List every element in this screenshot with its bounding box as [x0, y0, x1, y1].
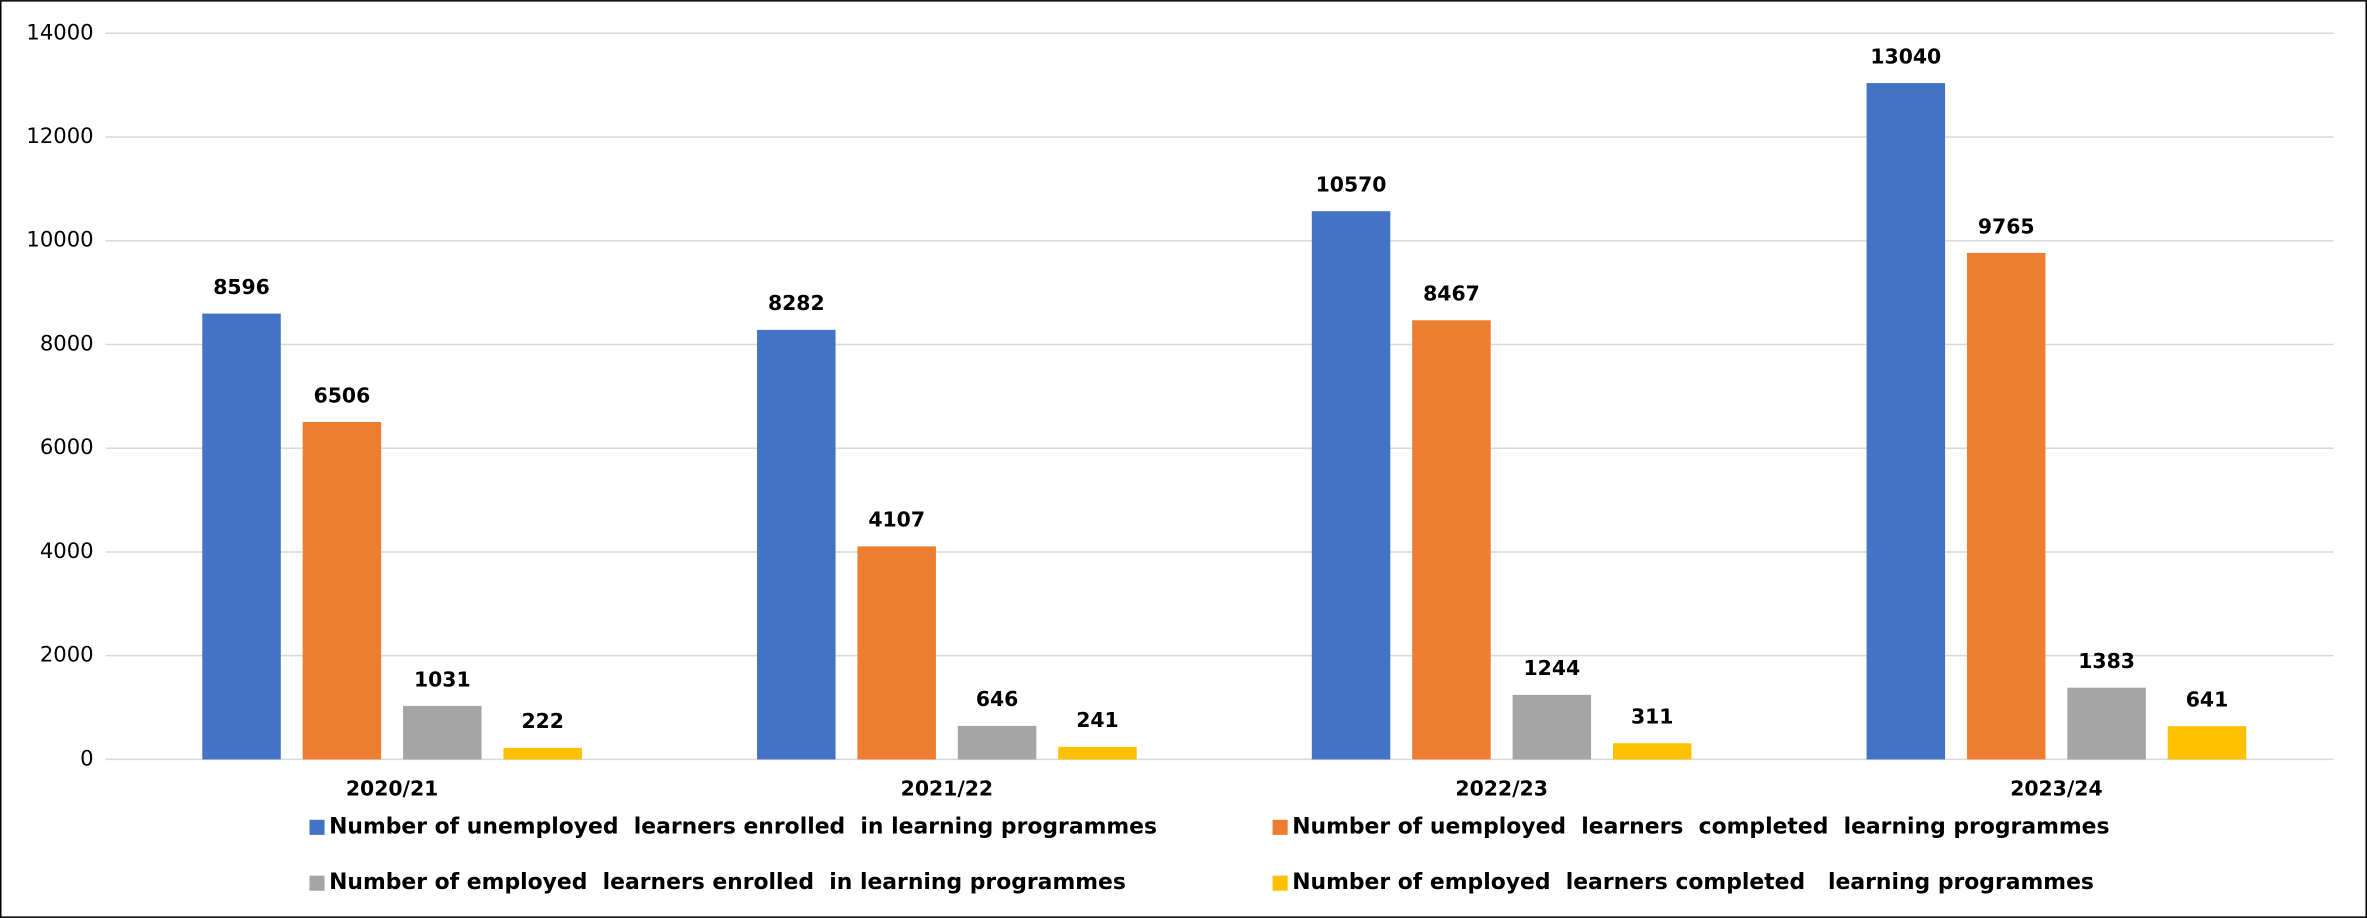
bar — [1866, 83, 1946, 760]
value-label: 6506 — [314, 383, 371, 407]
x-tick-label: 2022/23 — [1455, 777, 1547, 801]
bar — [2067, 687, 2146, 760]
value-label: 8467 — [1423, 282, 1480, 306]
value-label: 13040 — [1870, 44, 1941, 68]
bar — [403, 705, 482, 760]
legend-label: Number of employed learners completed le… — [1292, 870, 2094, 895]
x-tick-label: 2023/24 — [2010, 777, 2102, 801]
value-label: 311 — [1631, 705, 1674, 729]
value-label: 8282 — [768, 291, 825, 315]
value-label: 1244 — [1523, 656, 1580, 680]
value-label: 641 — [2186, 687, 2229, 711]
value-label: 241 — [1076, 708, 1119, 732]
legend-swatch — [1272, 819, 1288, 835]
legend-swatch — [309, 875, 325, 891]
bar — [302, 421, 382, 760]
bar — [1311, 211, 1391, 760]
bar — [2167, 726, 2247, 760]
bar — [957, 725, 1037, 760]
y-tick-label: 8000 — [40, 330, 94, 355]
bar — [503, 747, 582, 760]
bar — [1058, 746, 1137, 760]
value-label: 10570 — [1316, 173, 1387, 197]
y-tick-label: 14000 — [26, 19, 93, 44]
value-label: 9765 — [1978, 214, 2035, 238]
y-tick-label: 6000 — [40, 434, 94, 459]
legend-swatch — [1272, 875, 1288, 891]
bar — [857, 546, 936, 760]
bar — [1966, 252, 2046, 760]
x-tick-label: 2021/22 — [901, 777, 993, 801]
legend-label: Number of unemployed learners enrolled i… — [329, 814, 1157, 839]
value-label: 646 — [976, 687, 1019, 711]
value-label: 1031 — [414, 667, 471, 691]
legend-label: Number of uemployed learners completed l… — [1292, 814, 2109, 839]
value-label: 222 — [521, 709, 564, 733]
legend-label: Number of employed learners enrolled in … — [329, 870, 1126, 895]
y-tick-label: 4000 — [40, 538, 94, 563]
y-tick-label: 10000 — [26, 227, 93, 252]
y-tick-label: 12000 — [26, 123, 93, 148]
legend-swatch — [309, 819, 325, 835]
bar — [1512, 694, 1592, 760]
y-tick-label: 0 — [80, 745, 93, 770]
value-label: 4107 — [868, 508, 925, 532]
bar — [202, 313, 281, 760]
value-label: 8596 — [213, 275, 270, 299]
bar — [1412, 320, 1491, 760]
y-tick-label: 2000 — [40, 642, 94, 667]
bar — [1612, 743, 1692, 760]
x-tick-label: 2020/21 — [346, 777, 438, 801]
value-label: 1383 — [2078, 649, 2135, 673]
bar — [757, 329, 836, 760]
